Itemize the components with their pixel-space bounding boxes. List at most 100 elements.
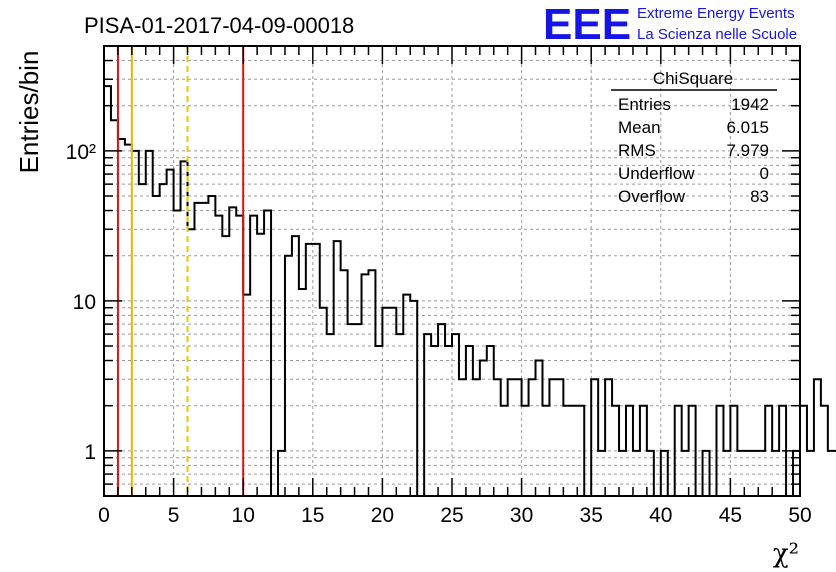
histogram-outline xyxy=(104,85,836,497)
histogram-bin xyxy=(466,346,473,496)
histogram-bin xyxy=(396,334,403,496)
x-tick-labels: 0 5 10 15 20 25 30 35 40 45 50 xyxy=(98,504,812,527)
histogram-bin xyxy=(459,379,466,496)
histogram-bin xyxy=(375,346,382,496)
histogram-bin xyxy=(292,236,299,496)
y-tick-labels: 1 10 10² xyxy=(66,141,96,464)
histogram-bin xyxy=(577,406,584,496)
histogram-bin xyxy=(563,406,570,496)
histogram-bin xyxy=(751,451,758,496)
histogram-bin xyxy=(675,406,682,496)
x-tick-label: 50 xyxy=(788,504,811,527)
histogram-bin xyxy=(737,451,744,496)
logo-line-1: Extreme Energy Events xyxy=(637,5,795,22)
histogram-bin xyxy=(716,406,723,496)
y-axis-label: Entries/bin xyxy=(14,51,44,174)
histogram-bin xyxy=(501,406,508,496)
logo-line-2: La Scienza nelle Scuole xyxy=(637,26,797,43)
histogram-bin xyxy=(306,244,313,496)
stats-rms-label: RMS xyxy=(618,141,656,160)
x-tick-label: 15 xyxy=(301,504,324,527)
histogram-bin xyxy=(341,270,348,496)
histogram-bin xyxy=(480,361,487,496)
histogram-bin xyxy=(368,270,375,496)
histogram-bin xyxy=(125,145,132,496)
histogram-bin xyxy=(758,451,765,496)
histogram-bin xyxy=(229,207,236,496)
stats-underflow-label: Underflow xyxy=(618,164,695,183)
histogram-bin xyxy=(146,151,153,496)
histogram-bin xyxy=(382,308,389,496)
stats-rms-value: 7.979 xyxy=(726,141,769,160)
histogram-bin xyxy=(605,379,612,496)
histogram-bin xyxy=(445,346,452,496)
histogram-bin xyxy=(689,406,696,496)
histogram-bin xyxy=(285,256,292,496)
histogram-bin xyxy=(431,346,438,496)
histogram-bin xyxy=(723,451,730,496)
x-tick-label: 10 xyxy=(232,504,255,527)
histogram-bin xyxy=(243,295,250,496)
histogram-bin xyxy=(410,301,417,496)
histogram-bin xyxy=(703,451,710,496)
histogram-bin xyxy=(132,151,139,496)
histogram-bin xyxy=(299,289,306,496)
histogram-bin xyxy=(619,451,626,496)
histogram-bin xyxy=(438,324,445,496)
histogram-bin xyxy=(355,324,362,496)
histogram-bin xyxy=(327,334,334,496)
x-tick-label: 35 xyxy=(580,504,603,527)
y-tick-label: 10 xyxy=(73,291,96,314)
eee-logo-icon: EEE xyxy=(543,0,631,49)
histogram-bin xyxy=(800,406,807,496)
histogram-bin xyxy=(250,216,257,496)
histogram-bin xyxy=(536,361,543,496)
histogram-bin xyxy=(257,234,264,496)
histogram-bin xyxy=(612,406,619,496)
histogram-bin xyxy=(320,308,327,496)
stats-mean-value: 6.015 xyxy=(726,118,769,137)
plot-frame xyxy=(103,45,801,497)
histogram-bin xyxy=(194,203,201,496)
histogram-bin xyxy=(188,229,195,496)
x-tick-label: 30 xyxy=(510,504,533,527)
histogram-bin xyxy=(598,451,605,496)
histogram-bin xyxy=(160,184,167,496)
stats-title: ChiSquare xyxy=(653,69,733,88)
histogram-bin xyxy=(522,406,529,496)
histogram-bin xyxy=(515,379,522,496)
histogram-bin xyxy=(626,406,633,496)
axis-ticks xyxy=(103,46,801,496)
histogram-bin xyxy=(487,346,494,496)
histogram-bin xyxy=(682,451,689,496)
histogram-bin xyxy=(661,451,668,496)
histogram-bin xyxy=(828,451,835,496)
histogram-bin xyxy=(362,274,369,496)
histogram-bin xyxy=(494,379,501,496)
histogram-bin xyxy=(389,308,396,496)
histogram-bin xyxy=(542,406,549,496)
histogram-bin xyxy=(452,334,459,496)
histogram-bin xyxy=(640,406,647,496)
histogram-bin xyxy=(473,379,480,496)
histogram-bin xyxy=(529,379,536,496)
histogram-bin xyxy=(744,451,751,496)
x-tick-label: 5 xyxy=(168,504,180,527)
histogram-bin xyxy=(807,451,814,496)
histogram-bin xyxy=(222,236,229,496)
histogram-bin xyxy=(236,216,243,496)
histogram-bin xyxy=(647,451,654,496)
y-tick-label: 1 xyxy=(84,441,96,464)
stats-overflow-label: Overflow xyxy=(618,187,686,206)
histogram-bin xyxy=(334,241,341,496)
cut-lines xyxy=(116,46,245,496)
histogram-bin xyxy=(313,244,320,496)
histogram-bin xyxy=(765,406,772,496)
histogram-bin xyxy=(814,379,821,496)
x-tick-label: 45 xyxy=(719,504,742,527)
stats-overflow-value: 83 xyxy=(750,187,769,206)
histogram-bin xyxy=(215,216,222,496)
stats-entries-label: Entries xyxy=(618,95,671,114)
histogram-bin xyxy=(508,379,515,496)
